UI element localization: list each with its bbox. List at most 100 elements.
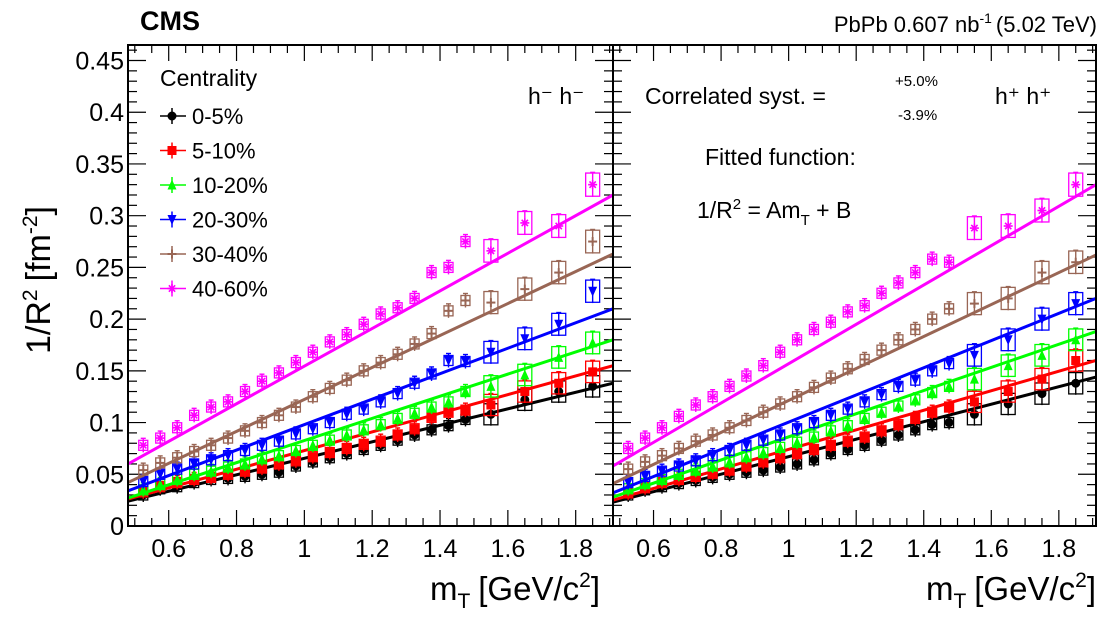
- data-point: [376, 397, 386, 408]
- data-point: [969, 299, 979, 309]
- data-point: [427, 369, 437, 380]
- data-point: [554, 268, 564, 278]
- data-point: [359, 439, 369, 449]
- data-point: [257, 463, 267, 473]
- series-30-40%: [613, 249, 1096, 485]
- data-point: [291, 444, 301, 455]
- data-point: [172, 464, 182, 475]
- data-point: [725, 456, 735, 467]
- plot-frame: [612, 44, 1097, 527]
- data-point: [708, 460, 718, 471]
- data-point: [640, 471, 650, 482]
- data-point: [359, 404, 369, 415]
- data-point: [758, 465, 768, 475]
- data-point: [877, 345, 887, 355]
- data-point: [741, 371, 751, 381]
- data-point: [325, 418, 335, 429]
- data-point: [172, 473, 182, 484]
- data-point: [775, 462, 785, 472]
- data-point: [657, 451, 667, 461]
- data-point: [138, 477, 148, 488]
- data-point: [138, 465, 148, 475]
- data-point: [1071, 378, 1081, 388]
- data-point: [927, 407, 937, 417]
- y-tick-label: 0.05: [75, 461, 124, 489]
- data-point: [410, 339, 420, 349]
- legend-label: 30-40%: [192, 242, 268, 267]
- data-point: [792, 424, 802, 435]
- data-point: [588, 367, 598, 377]
- data-point: [741, 461, 751, 471]
- legend-marker-d: [168, 284, 176, 293]
- data-point: [775, 453, 785, 463]
- data-point-d: [877, 289, 886, 297]
- series-40-60%: [613, 171, 1096, 468]
- syst-down: -3.9%: [898, 107, 937, 124]
- data-point: [826, 449, 836, 459]
- fit-line: [128, 193, 613, 466]
- data-point: [792, 335, 802, 345]
- data-point-d: [393, 304, 402, 312]
- data-point: [893, 335, 903, 345]
- legend-label: 0-5%: [192, 104, 243, 129]
- experiment-label: CMS: [140, 6, 200, 36]
- data-point: [877, 406, 887, 417]
- data-point: [1003, 387, 1013, 397]
- data-point-d: [860, 301, 869, 310]
- data-point-d: [1072, 180, 1080, 189]
- data-point: [325, 448, 335, 458]
- data-point: [189, 459, 199, 470]
- data-point: [427, 401, 437, 412]
- x-tick-label: 1.6: [974, 535, 1009, 563]
- data-point: [342, 443, 352, 453]
- data-point: [775, 399, 785, 409]
- data-point: [325, 434, 335, 445]
- data-point: [223, 461, 233, 472]
- data-point: [554, 378, 564, 388]
- lumi-suffix: (5.02 TeV): [996, 12, 1097, 37]
- data-point: [691, 456, 701, 467]
- series-0-5%: [613, 371, 1096, 504]
- data-point: [393, 349, 403, 359]
- data-point: [843, 307, 853, 317]
- data-point: [486, 347, 496, 358]
- data-point: [826, 440, 836, 450]
- x-title-sup: 2: [579, 569, 591, 592]
- data-point: [826, 373, 836, 383]
- data-point-d: [156, 434, 164, 442]
- data-point: [427, 412, 437, 422]
- data-point-d: [224, 398, 232, 406]
- data-point: [944, 418, 954, 428]
- data-point-d: [292, 358, 300, 367]
- data-point: [893, 278, 903, 288]
- data-point: [944, 304, 954, 314]
- fit-line: [613, 330, 1096, 499]
- data-point-d: [1038, 206, 1046, 215]
- x-title-close: ]: [591, 570, 600, 607]
- data-point-d: [793, 336, 801, 344]
- data-point: [223, 433, 233, 443]
- data-point: [927, 366, 937, 377]
- data-point: [427, 425, 437, 435]
- fit-line: [613, 253, 1096, 485]
- y-tick-label: 0.45: [75, 48, 124, 76]
- series-40-60%: [128, 171, 613, 466]
- data-point-d: [759, 361, 768, 370]
- series-30-40%: [128, 228, 613, 484]
- data-point: [792, 459, 802, 469]
- data-point: [775, 430, 785, 441]
- x-title-unit: [GeV/c: [974, 570, 1075, 607]
- legend-entry: 40-60%: [160, 277, 268, 302]
- data-point: [520, 218, 530, 228]
- data-point: [274, 368, 284, 378]
- data-point-d: [427, 268, 436, 277]
- data-point: [1071, 355, 1081, 365]
- data-point: [860, 301, 870, 311]
- data-point-d: [410, 294, 419, 303]
- x-tick-label: 1: [782, 535, 796, 563]
- data-point: [376, 419, 386, 430]
- legend-marker: [167, 111, 177, 121]
- series-20-30%: [613, 291, 1096, 495]
- particle-label-left: h⁻ h⁻: [528, 83, 584, 109]
- series-10-20%: [128, 330, 613, 500]
